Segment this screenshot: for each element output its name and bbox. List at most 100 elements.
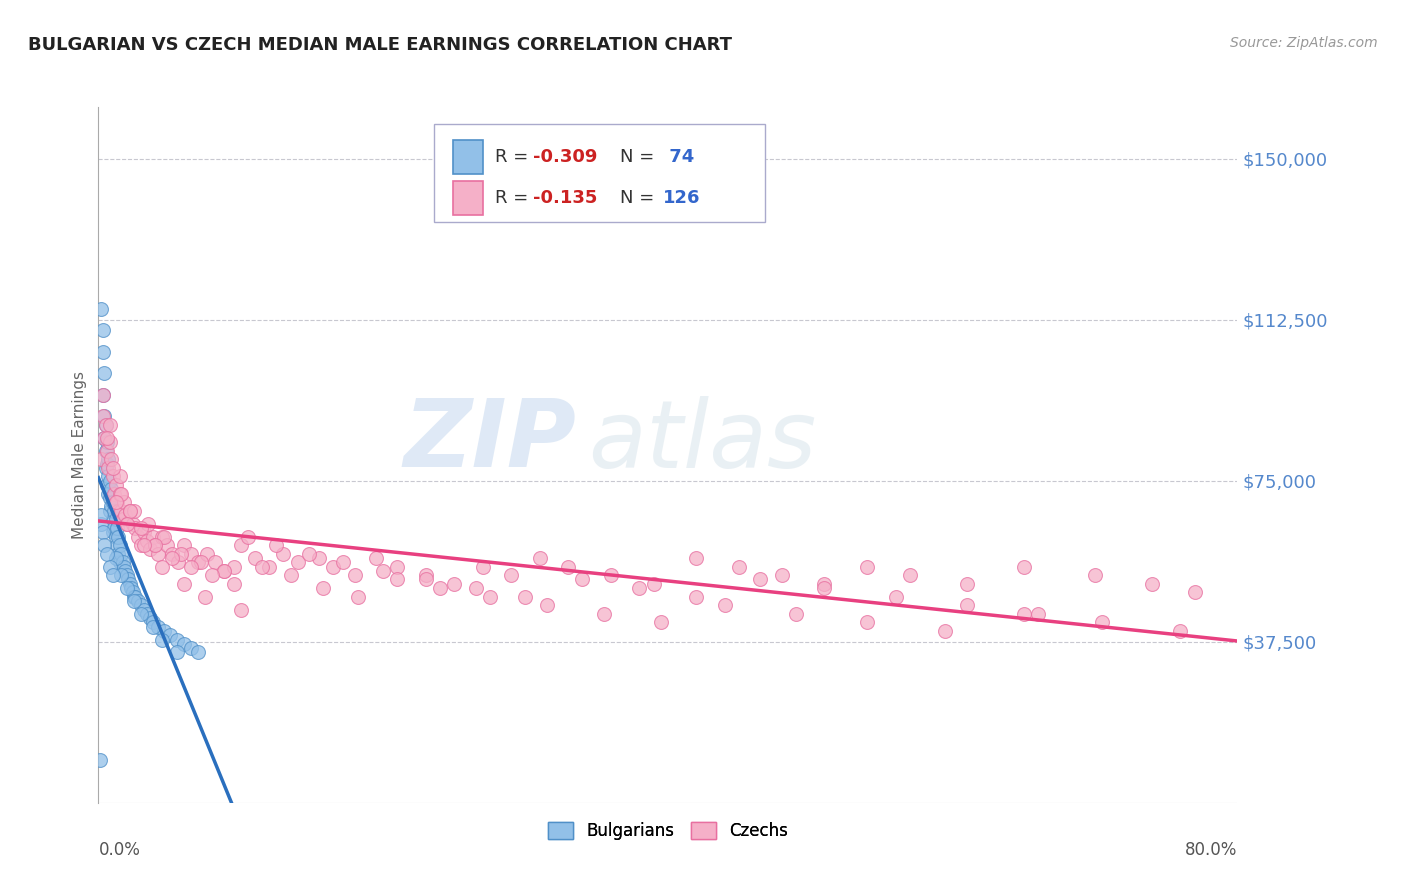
Point: [571, 573, 593, 587]
Point: [124, 590, 146, 604]
Point: [287, 555, 309, 569]
Point: [201, 568, 224, 582]
Point: [180, 641, 202, 656]
Point: [501, 568, 523, 582]
Point: [101, 512, 124, 526]
Point: [770, 568, 793, 582]
Point: [104, 478, 127, 492]
Point: [1091, 615, 1114, 630]
Point: [91, 344, 114, 359]
Point: [111, 512, 134, 526]
Point: [117, 573, 139, 587]
Point: [884, 590, 907, 604]
Point: [243, 551, 266, 566]
Point: [91, 388, 114, 402]
Point: [298, 547, 321, 561]
Point: [173, 538, 195, 552]
Point: [91, 409, 114, 424]
Point: [94, 443, 117, 458]
Point: [101, 525, 124, 540]
Point: [1026, 607, 1049, 621]
Point: [108, 555, 131, 569]
Point: [111, 555, 134, 569]
Point: [96, 431, 118, 445]
Point: [129, 607, 152, 621]
FancyBboxPatch shape: [453, 140, 484, 174]
Point: [322, 559, 344, 574]
FancyBboxPatch shape: [434, 124, 765, 222]
Point: [127, 594, 149, 608]
Point: [96, 547, 118, 561]
Point: [104, 551, 127, 566]
Point: [118, 504, 141, 518]
Point: [110, 504, 132, 518]
Point: [107, 504, 129, 518]
Point: [104, 529, 127, 543]
Point: [105, 521, 128, 535]
Point: [89, 753, 111, 767]
Point: [129, 521, 152, 535]
Point: [162, 551, 184, 566]
Point: [101, 495, 124, 509]
Point: [643, 576, 665, 591]
Point: [1012, 607, 1035, 621]
Point: [96, 435, 118, 450]
Point: [96, 443, 118, 458]
Point: [129, 538, 152, 552]
Point: [187, 645, 209, 659]
Text: BULGARIAN VS CZECH MEDIAN MALE EARNINGS CORRELATION CHART: BULGARIAN VS CZECH MEDIAN MALE EARNINGS …: [28, 36, 733, 54]
Text: N =: N =: [620, 189, 659, 208]
Point: [118, 576, 141, 591]
Point: [592, 607, 614, 621]
Point: [685, 590, 707, 604]
Point: [90, 452, 112, 467]
Point: [153, 624, 176, 638]
Point: [173, 576, 195, 591]
Point: [148, 547, 170, 561]
Point: [96, 478, 118, 492]
Point: [98, 504, 121, 518]
Point: [266, 538, 288, 552]
Point: [187, 555, 209, 569]
Point: [180, 559, 202, 574]
Point: [105, 495, 128, 509]
Point: [1140, 576, 1163, 591]
Point: [104, 495, 127, 509]
Text: Source: ZipAtlas.com: Source: ZipAtlas.com: [1230, 36, 1378, 50]
Legend: Bulgarians, Czechs: Bulgarians, Czechs: [541, 815, 794, 847]
Point: [156, 538, 179, 552]
Point: [148, 620, 170, 634]
Point: [429, 581, 451, 595]
Point: [94, 417, 117, 432]
Point: [107, 547, 129, 561]
Point: [749, 573, 772, 587]
Point: [312, 581, 335, 595]
Point: [443, 576, 465, 591]
Point: [141, 615, 163, 630]
Point: [152, 559, 174, 574]
Point: [112, 559, 135, 574]
Point: [121, 516, 143, 531]
Point: [1184, 585, 1206, 599]
Point: [138, 542, 160, 557]
Point: [141, 620, 163, 634]
Point: [280, 568, 302, 582]
Text: -0.135: -0.135: [533, 189, 598, 208]
Point: [387, 573, 409, 587]
Point: [166, 645, 188, 659]
Point: [120, 581, 142, 595]
Text: 74: 74: [664, 148, 695, 166]
Text: N =: N =: [620, 148, 659, 166]
Point: [714, 599, 737, 613]
Point: [108, 469, 131, 483]
Text: R =: R =: [495, 148, 534, 166]
Point: [96, 457, 118, 471]
Point: [529, 551, 551, 566]
Point: [813, 576, 835, 591]
Text: atlas: atlas: [588, 395, 817, 486]
Point: [471, 559, 494, 574]
Point: [101, 460, 124, 475]
Point: [536, 599, 558, 613]
Point: [93, 367, 115, 381]
Point: [93, 431, 115, 445]
